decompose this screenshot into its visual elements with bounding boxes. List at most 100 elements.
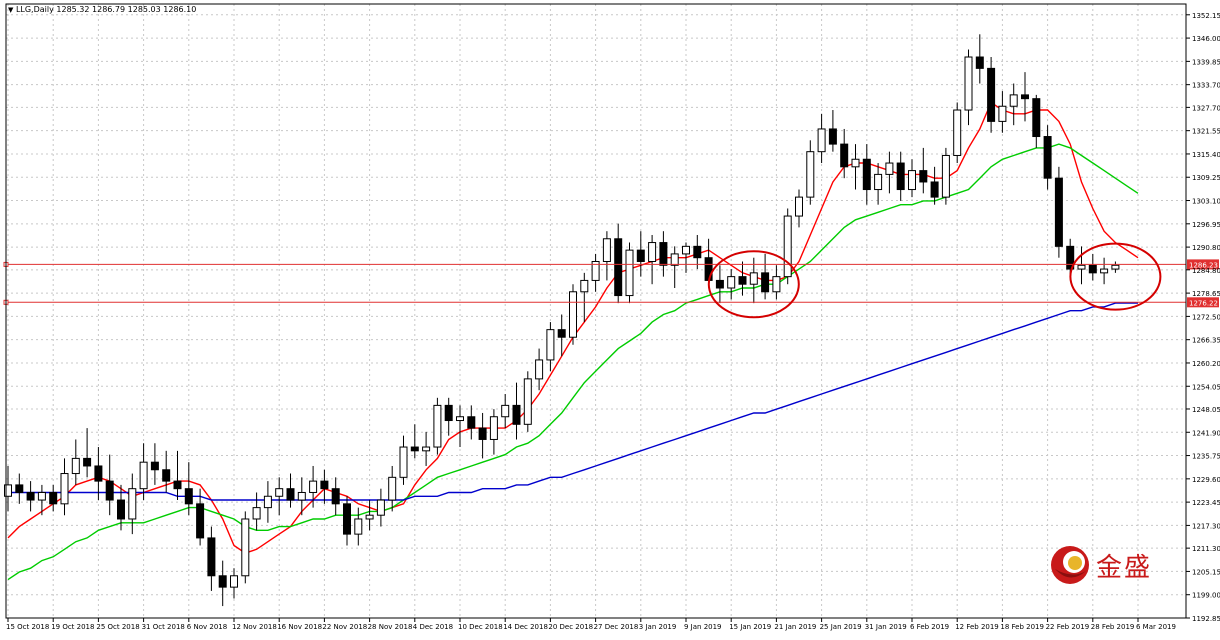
- x-tick-label: 12 Nov 2018: [232, 623, 277, 631]
- candle-body-down: [659, 242, 668, 266]
- candle-body-up: [297, 491, 306, 501]
- candle: [806, 140, 815, 205]
- candle-body-down: [117, 499, 125, 520]
- jinsheng-logo-icon: [1051, 546, 1089, 584]
- candle: [840, 128, 849, 179]
- x-tick-label: 18 Feb 2019: [1000, 623, 1044, 631]
- x-tick-label: 22 Nov 2018: [322, 623, 367, 631]
- candle-body-up: [682, 245, 690, 255]
- candle-body-up: [851, 158, 860, 168]
- y-tick-label: 1217.30: [1192, 522, 1220, 530]
- logo-text: 金盛: [1096, 553, 1153, 583]
- candle-body-up: [874, 173, 883, 191]
- candle: [919, 147, 928, 194]
- y-tick-label: 1223.45: [1192, 499, 1220, 507]
- candle-body-down: [1066, 245, 1075, 270]
- y-tick-label: 1339.85: [1192, 58, 1220, 66]
- x-tick-label: 4 Dec 2018: [413, 623, 453, 631]
- candle-body-up: [546, 329, 555, 361]
- candle-body-down: [636, 249, 645, 262]
- candle-body-up: [139, 461, 148, 490]
- y-tick-label: 1241.90: [1192, 429, 1220, 437]
- candle: [331, 477, 340, 516]
- candle: [1009, 83, 1018, 126]
- candle: [354, 507, 363, 546]
- candle: [71, 439, 80, 485]
- x-tick-label: 3 Jan 2019: [639, 623, 677, 631]
- candle: [49, 484, 58, 512]
- candle: [1100, 257, 1109, 285]
- candle: [761, 253, 770, 300]
- candle: [286, 473, 295, 508]
- candle: [749, 257, 758, 304]
- x-tick-label: 6 Feb 2019: [910, 623, 949, 631]
- candle-body-down: [828, 128, 837, 145]
- x-tick-label: 16 Nov 2018: [277, 623, 322, 631]
- candle: [896, 151, 905, 201]
- candle-body-up: [1077, 264, 1086, 270]
- candle-body-up: [354, 518, 363, 535]
- candle-body-down: [83, 457, 92, 467]
- candle: [60, 458, 69, 516]
- y-tick-label: 1205.15: [1192, 568, 1220, 576]
- candle-body-up: [1009, 94, 1018, 107]
- candle: [128, 473, 137, 535]
- candle: [444, 397, 453, 436]
- candle: [975, 34, 984, 84]
- candle: [1077, 246, 1086, 285]
- candle: [422, 431, 431, 466]
- candle: [535, 348, 544, 391]
- annotation-ellipse: [1069, 242, 1162, 311]
- candle: [1088, 253, 1097, 281]
- candle: [83, 428, 92, 478]
- candle-body-down: [930, 181, 939, 198]
- ohlc-values: 1285.32 1286.79 1285.03 1286.10: [56, 5, 197, 14]
- candle: [399, 435, 408, 485]
- candle-body-up: [456, 416, 464, 422]
- price-lines: 1286.23 1276.22: [3, 259, 1219, 308]
- candle: [162, 450, 171, 493]
- candle-body-up: [1100, 268, 1109, 274]
- candle: [670, 246, 679, 288]
- y-tick-label: 1315.40: [1192, 151, 1220, 159]
- candle-body-down: [218, 575, 227, 588]
- x-tick-label: 25 Oct 2018: [96, 623, 139, 631]
- y-tick-label: 1260.20: [1192, 360, 1220, 368]
- candle-body-down: [1088, 264, 1097, 274]
- candle: [117, 484, 125, 531]
- candle: [885, 151, 894, 194]
- candle-body-down: [331, 488, 340, 505]
- candle-body-down: [286, 488, 295, 501]
- y-tick-label: 1266.35: [1192, 337, 1220, 345]
- triangle-down-icon[interactable]: ▼: [8, 6, 14, 14]
- candle-body-down: [738, 276, 747, 285]
- symbol-label: LLG,Daily: [15, 5, 54, 14]
- x-tick-label: 10 Dec 2018: [458, 623, 503, 631]
- candle: [1054, 166, 1063, 258]
- candle-body-up: [953, 109, 962, 156]
- y-tick-label: 1235.75: [1192, 453, 1220, 461]
- x-tick-label: 15 Jan 2019: [729, 623, 771, 631]
- candle-body-up: [817, 128, 826, 153]
- y-tick-label: 1333.70: [1192, 82, 1220, 90]
- ma-line-3: [8, 302, 1138, 501]
- candle: [275, 477, 284, 516]
- candle: [648, 234, 657, 285]
- candle: [591, 253, 600, 292]
- y-tick-label: 1229.60: [1192, 476, 1220, 484]
- candle: [998, 91, 1007, 133]
- candle: [908, 159, 916, 198]
- candle: [704, 238, 713, 285]
- y-tick-label: 1290.80: [1192, 244, 1220, 252]
- candle: [614, 223, 623, 304]
- candle-body-down: [162, 469, 171, 482]
- candle-body-down: [975, 56, 984, 69]
- price-level-tag: [1187, 297, 1219, 308]
- candle: [625, 242, 634, 304]
- candle: [682, 242, 690, 273]
- x-tick-label: 22 Feb 2019: [1046, 623, 1090, 631]
- candle-body-down: [693, 245, 702, 259]
- candle-body-down: [1032, 98, 1041, 138]
